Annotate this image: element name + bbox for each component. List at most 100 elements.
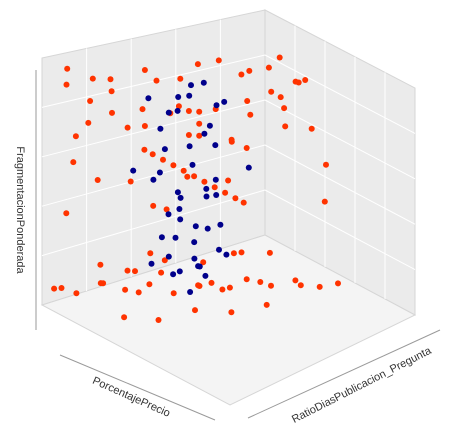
series-1-point <box>266 249 273 256</box>
series-1-point <box>100 280 107 287</box>
series-2-point <box>177 216 184 223</box>
series-1-point <box>211 184 218 191</box>
series-1-point <box>147 250 154 257</box>
series-1-point <box>85 119 92 126</box>
series-1-point <box>196 120 203 127</box>
series-2-point <box>165 109 172 116</box>
series-1-point <box>228 309 235 316</box>
series-1-point <box>196 108 203 115</box>
series-2-point <box>191 239 198 246</box>
series-1-point <box>97 261 104 268</box>
series-1-point <box>170 290 177 297</box>
series-1-point <box>200 259 207 266</box>
series-1-point <box>228 138 235 145</box>
series-1-point <box>180 167 187 174</box>
series-2-point <box>165 211 172 218</box>
series-1-point <box>185 108 192 114</box>
series-1-point <box>225 177 232 184</box>
series-1-point <box>215 57 222 64</box>
series-1-point <box>196 132 203 139</box>
series-2-point <box>223 251 230 258</box>
series-1-point <box>219 286 226 293</box>
series-1-point <box>243 145 250 151</box>
y-axis-line <box>247 329 441 419</box>
series-1-point <box>121 314 128 321</box>
data-points <box>51 54 341 323</box>
series-1-point <box>63 210 70 217</box>
series-1-point <box>295 79 302 86</box>
series-1-point <box>158 269 165 276</box>
series-2-point <box>200 79 207 86</box>
series-2-point <box>204 225 211 232</box>
series-1-point <box>196 283 203 289</box>
series-1-point <box>243 276 250 283</box>
series-1-point <box>124 267 131 274</box>
series-1-point <box>163 206 170 213</box>
series-1-point <box>257 279 264 285</box>
series-1-point <box>281 105 288 112</box>
series-1-point <box>175 103 182 110</box>
series-1-point <box>302 77 309 83</box>
series-1-point <box>240 199 247 206</box>
series-2-point <box>202 272 209 279</box>
series-2-point <box>176 268 183 275</box>
series-2-point <box>174 189 181 196</box>
series-2-point <box>172 234 179 241</box>
series-1-point <box>139 106 146 113</box>
series-2-point <box>216 246 222 253</box>
series-2-point <box>245 164 252 171</box>
series-1-point <box>222 189 229 196</box>
series-2-point <box>189 161 196 168</box>
series-2-point <box>212 142 219 149</box>
series-2-point <box>157 125 164 132</box>
series-1-point <box>161 257 168 264</box>
series-2-point <box>217 221 224 228</box>
series-1-point <box>124 124 131 131</box>
series-1-point <box>246 67 253 74</box>
series-1-point <box>194 61 201 68</box>
series-1-point <box>94 177 101 183</box>
series-1-point <box>72 133 79 140</box>
series-2-point <box>145 95 152 102</box>
gridline <box>41 99 266 158</box>
series-2-point <box>196 263 203 270</box>
gridline <box>41 144 266 207</box>
series-2-point <box>175 94 182 100</box>
series-1-point <box>70 159 77 166</box>
series-1-point <box>109 109 115 116</box>
series-1-point <box>177 75 184 82</box>
series-1-point <box>132 268 138 275</box>
series-1-point <box>191 173 198 180</box>
series-2-point <box>161 146 168 153</box>
series-2-point <box>206 122 213 129</box>
series-1-point <box>308 125 315 132</box>
z-axis-label: FragmentacionPonderada <box>14 146 26 274</box>
series-1-point <box>316 283 323 290</box>
gridline <box>264 189 416 271</box>
series-2-point <box>201 130 208 137</box>
series-1-point <box>263 301 270 308</box>
series-1-point <box>63 81 70 88</box>
gridline <box>41 54 266 108</box>
series-1-point <box>192 307 198 314</box>
series-1-point <box>141 123 148 129</box>
series-1-point <box>238 249 245 256</box>
series-1-point <box>238 71 245 78</box>
gridline <box>264 144 416 225</box>
series-1-point <box>89 75 96 82</box>
series-2-point <box>188 82 194 89</box>
series-2-point <box>191 255 198 262</box>
series-1-point <box>297 282 304 289</box>
gridline <box>41 189 266 257</box>
series-1-point <box>170 162 177 169</box>
series-2-point <box>176 206 183 212</box>
series-1-point <box>226 284 233 291</box>
series-1-point <box>201 178 208 185</box>
series-1-point <box>265 64 272 71</box>
series-1-point <box>232 195 239 202</box>
gridlines <box>41 19 416 299</box>
series-1-point <box>135 289 142 296</box>
series-2-point <box>150 176 157 183</box>
series-1-point <box>277 94 284 101</box>
